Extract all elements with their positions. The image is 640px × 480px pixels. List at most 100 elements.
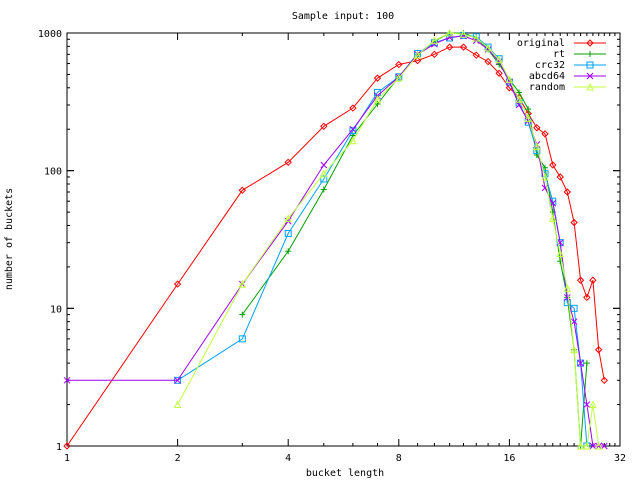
x-tick-label: 32 <box>614 453 626 464</box>
series-layer <box>63 28 608 450</box>
data-point-random <box>472 33 481 42</box>
data-point-rt <box>525 106 532 113</box>
data-point-random <box>515 95 523 103</box>
data-point-crc32 <box>238 335 246 343</box>
y-tick-label: 1 <box>56 442 62 453</box>
x-tick-label: 1 <box>64 453 70 464</box>
data-point-crc32 <box>570 304 578 312</box>
data-point-abcd64 <box>600 442 608 450</box>
data-point-original <box>173 280 182 288</box>
data-point-random <box>589 400 597 409</box>
data-point-original <box>576 276 585 284</box>
data-point-random <box>349 136 357 145</box>
series-abcd64 <box>63 32 608 450</box>
data-point-rt <box>239 311 246 318</box>
data-point-original <box>472 51 480 59</box>
data-point-abcd64 <box>577 359 584 367</box>
data-point-random <box>413 51 422 59</box>
data-point-random <box>541 172 549 181</box>
legend-marker-original <box>586 39 594 47</box>
data-point-random <box>373 95 382 103</box>
series-random <box>173 28 603 450</box>
legend-marker-rt <box>587 51 593 57</box>
data-point-original <box>238 186 247 195</box>
data-point-crc32 <box>349 127 357 135</box>
data-point-crc32 <box>284 229 292 237</box>
y-axis-label: number of buckets <box>4 188 15 290</box>
legend-marker-abcd64 <box>586 72 594 80</box>
data-point-rt <box>285 248 292 255</box>
data-point-abcd64 <box>589 442 597 450</box>
data-point-abcd64 <box>320 161 328 169</box>
data-point-original <box>395 60 403 69</box>
data-point-original <box>63 442 71 450</box>
data-point-original <box>524 109 532 118</box>
legend-label-abcd64: abcd64 <box>529 71 565 82</box>
data-point-random <box>284 214 293 222</box>
data-point-original <box>445 43 454 51</box>
data-point-abcd64 <box>583 401 591 408</box>
x-tick-label: 4 <box>285 453 291 464</box>
data-point-random <box>319 169 328 178</box>
data-point-abcd64 <box>570 318 578 326</box>
data-point-random <box>459 30 468 38</box>
legend-marker-random <box>586 82 594 91</box>
data-point-original <box>600 376 608 385</box>
data-point-original <box>570 218 578 227</box>
legend-label-crc32: crc32 <box>535 60 565 71</box>
data-point-abcd64 <box>349 125 357 133</box>
x-ticks: 1 2 4 8 16 32 <box>64 33 626 464</box>
data-point-abcd64 <box>63 376 71 384</box>
data-point-crc32 <box>563 299 571 307</box>
legend-label-random: random <box>529 82 565 93</box>
data-point-random <box>524 114 533 122</box>
data-point-random <box>173 400 182 409</box>
data-point-original <box>556 173 564 181</box>
data-point-original <box>549 161 557 169</box>
data-point-original <box>284 158 292 167</box>
series-line-rt <box>241 32 588 447</box>
legend-label-original: original <box>517 38 565 49</box>
data-point-random <box>505 75 514 83</box>
data-point-random <box>583 441 591 450</box>
y-tick-label: 1000 <box>38 29 62 40</box>
data-point-random <box>570 345 578 354</box>
data-point-original <box>563 188 572 196</box>
x-tick-label: 8 <box>396 453 402 464</box>
legend-marker-crc32 <box>586 61 594 69</box>
data-point-random <box>548 214 557 222</box>
data-point-original <box>459 43 468 51</box>
data-point-rt <box>320 186 327 193</box>
data-point-random <box>533 142 541 150</box>
x-tick-label: 2 <box>175 453 181 464</box>
plot-frame <box>66 32 621 447</box>
data-point-original <box>541 130 549 138</box>
data-point-crc32 <box>414 49 422 57</box>
chart-title: Sample input: 100 <box>292 11 394 22</box>
data-point-original <box>484 57 492 66</box>
data-point-abcd64 <box>174 376 181 384</box>
series-line-abcd64 <box>67 35 605 447</box>
series-line-crc32 <box>177 34 588 447</box>
data-point-rt <box>516 89 523 96</box>
data-point-abcd64 <box>446 33 453 41</box>
data-point-original <box>533 124 541 132</box>
data-point-crc32 <box>446 34 454 42</box>
y-ticks: 1 10 100 1000 <box>38 29 620 453</box>
series-original <box>63 43 608 450</box>
series-line-original <box>66 46 605 447</box>
data-point-original <box>495 69 503 77</box>
data-point-random <box>238 279 247 288</box>
data-point-random <box>576 441 585 450</box>
x-axis-label: bucket length <box>306 468 384 479</box>
data-point-rt <box>583 360 590 367</box>
data-point-original <box>430 50 439 59</box>
data-point-original <box>413 56 422 65</box>
data-point-random <box>495 55 503 64</box>
data-point-random <box>556 249 565 258</box>
data-point-crc32 <box>395 73 403 81</box>
legend-label-rt: rt <box>553 49 565 60</box>
data-point-original <box>373 74 382 82</box>
